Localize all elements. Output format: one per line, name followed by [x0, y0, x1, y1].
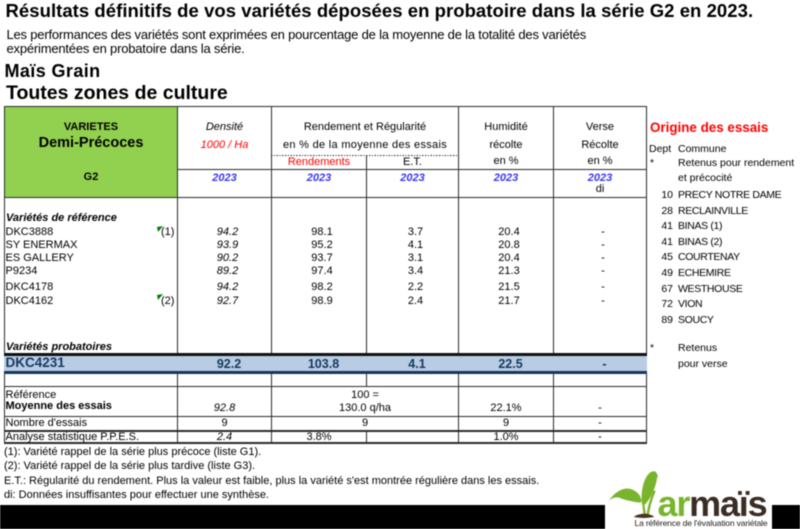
svg-text:La référence de l'évaluation v: La référence de l'évaluation variétale [635, 518, 768, 528]
svg-text:armaïs: armaïs [658, 483, 767, 524]
